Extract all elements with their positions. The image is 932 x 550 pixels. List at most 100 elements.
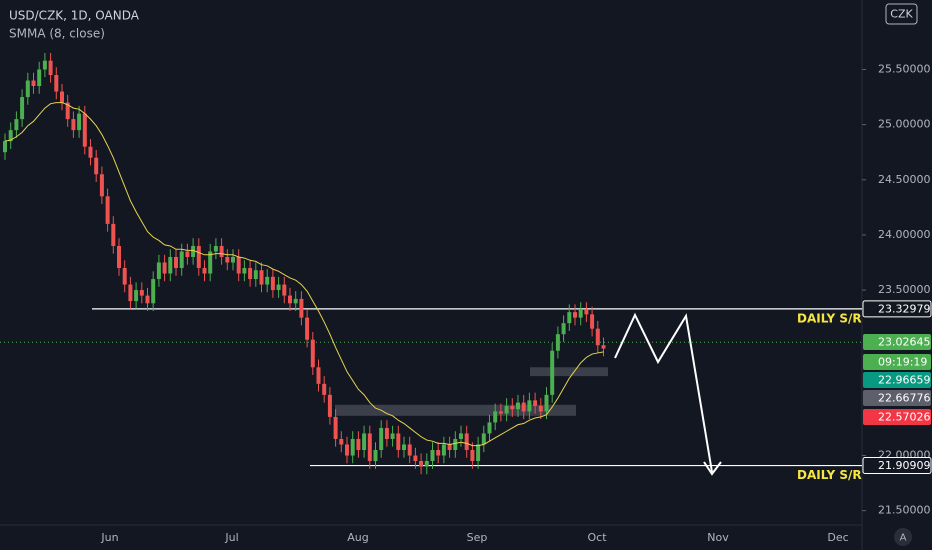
- smma-line: [4, 102, 604, 447]
- x-tick-label: Jul: [224, 531, 238, 544]
- candle-body: [77, 113, 82, 131]
- symbol-title: USD/CZK, 1D, OANDA: [9, 9, 140, 23]
- candle-body: [538, 405, 543, 412]
- candle-body: [590, 314, 595, 329]
- candle-body: [191, 245, 196, 257]
- y-tick-label: 25.00000: [878, 118, 931, 131]
- candle-body: [453, 438, 458, 450]
- candle-body: [441, 444, 446, 456]
- currency-label[interactable]: CZK: [890, 8, 913, 21]
- candle-body: [54, 75, 59, 92]
- candle-body: [14, 119, 19, 131]
- x-tick-label: Nov: [707, 531, 729, 544]
- candle-body: [242, 268, 247, 274]
- candle-body: [293, 298, 298, 304]
- candle-body: [436, 450, 441, 456]
- auto-scale-label[interactable]: A: [900, 533, 907, 544]
- candle-body: [48, 60, 53, 75]
- candle-body: [567, 312, 572, 324]
- indicator-legend: SMMA (8, close): [9, 27, 105, 41]
- countdown-label: 09:19:19: [878, 356, 927, 369]
- candle-body: [550, 350, 555, 395]
- candle-body: [253, 270, 258, 280]
- candle-body: [31, 80, 36, 87]
- candle-body: [316, 367, 321, 384]
- candle-body: [139, 290, 144, 296]
- candle-body: [105, 196, 110, 224]
- candle-body: [179, 251, 184, 269]
- candle-body: [487, 422, 492, 434]
- candle-body: [481, 433, 486, 445]
- x-tick-label: Dec: [827, 531, 848, 544]
- candle-body: [8, 130, 13, 142]
- level-price-label-box: [862, 300, 932, 318]
- candle-body: [345, 444, 349, 456]
- candle-body: [196, 245, 201, 269]
- price-label-box: [863, 409, 931, 425]
- candle-body: [464, 433, 469, 450]
- candle-body: [202, 268, 207, 274]
- candle-body: [288, 295, 292, 304]
- candle-body: [504, 405, 509, 414]
- candle-body: [231, 256, 235, 263]
- candle-body: [305, 317, 310, 340]
- candle-body: [37, 69, 42, 87]
- zone: [335, 404, 576, 416]
- candle-body: [122, 268, 127, 285]
- candle-body: [259, 270, 264, 285]
- candle-body: [88, 146, 93, 158]
- candle-body: [327, 394, 332, 417]
- currency-button[interactable]: [885, 3, 918, 25]
- candle-body: [521, 402, 526, 412]
- y-tick-label: 21.50000: [878, 504, 931, 517]
- countdown-label-box: [863, 354, 931, 370]
- current-price-label-box: [863, 334, 931, 350]
- candle-body: [299, 298, 304, 318]
- candle-body: [310, 339, 315, 368]
- candle-body: [162, 262, 167, 274]
- candle-body: [527, 400, 532, 412]
- level-label: DAILY S/R: [797, 311, 862, 325]
- candle-body: [71, 119, 76, 131]
- price-label-box: [863, 372, 931, 388]
- candle-body: [459, 433, 463, 439]
- auto-scale-button[interactable]: [894, 528, 912, 546]
- candle-body: [584, 309, 589, 315]
- y-tick-label: 24.00000: [878, 228, 931, 241]
- candle-body: [402, 444, 406, 450]
- candle-body: [25, 80, 30, 98]
- candle-body: [470, 450, 475, 462]
- candle-body: [20, 97, 25, 120]
- candle-body: [65, 102, 70, 120]
- candle-body: [419, 461, 424, 467]
- candle-body: [516, 402, 520, 410]
- candle-body: [476, 444, 481, 462]
- candle-body: [60, 91, 64, 103]
- candle-body: [225, 256, 230, 263]
- candle-body: [42, 60, 47, 70]
- price-label: 22.57026: [878, 411, 931, 424]
- candle-body: [544, 394, 549, 412]
- candle-body: [510, 405, 515, 410]
- x-tick-label: Aug: [347, 531, 368, 544]
- candle-body: [276, 284, 281, 291]
- level-price-label-box: [862, 457, 932, 475]
- candle-body: [145, 295, 150, 304]
- level-price-label: 23.32979: [878, 302, 931, 315]
- candle-body: [573, 312, 577, 318]
- y-tick-label: 23.50000: [878, 283, 931, 296]
- candle-body: [174, 256, 178, 269]
- current-price-label: 23.02645: [878, 336, 931, 349]
- candle-body: [111, 223, 116, 246]
- candle-body: [94, 157, 99, 175]
- candle-body: [236, 256, 241, 274]
- candle-body: [396, 433, 401, 450]
- candle-body: [219, 245, 224, 257]
- candle-body: [151, 279, 156, 304]
- x-tick-label: Sep: [467, 531, 488, 544]
- price-label: 22.96659: [878, 374, 931, 387]
- candle-body: [3, 141, 7, 153]
- candle-body: [339, 438, 344, 445]
